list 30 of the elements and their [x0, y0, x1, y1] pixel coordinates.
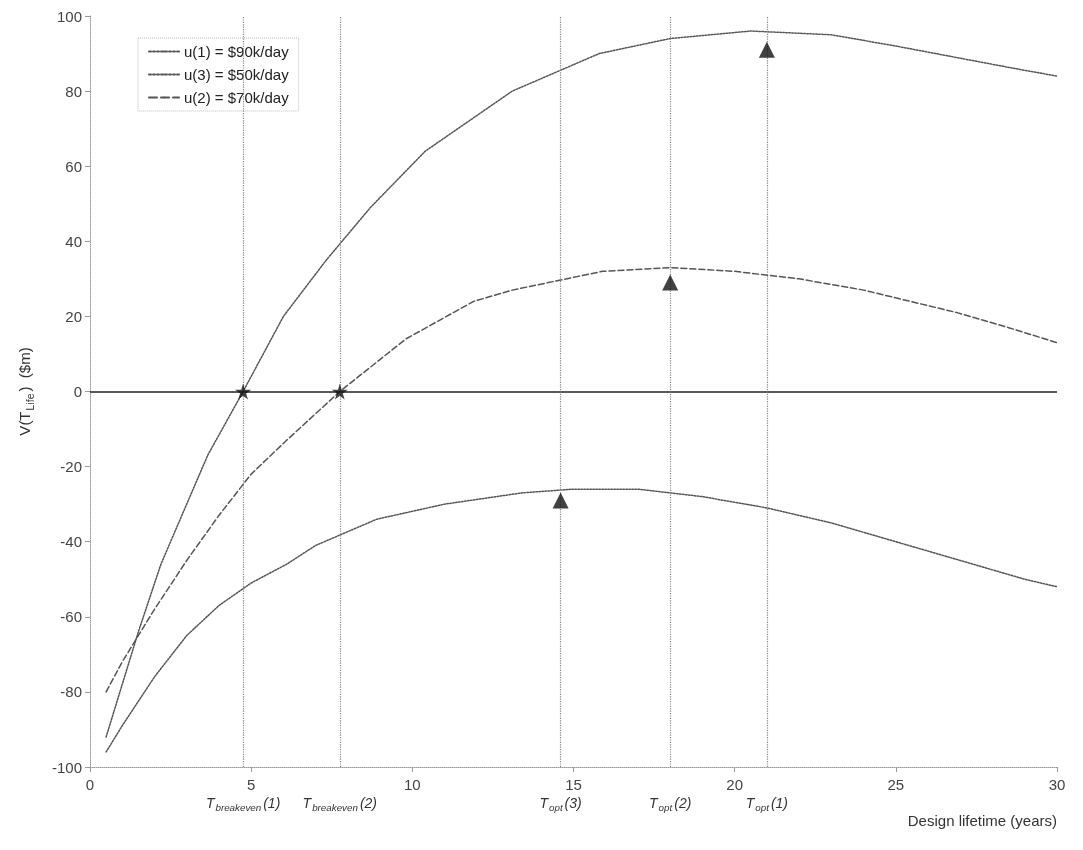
- y-tick-label: 80: [65, 82, 82, 100]
- y-tick-label: -80: [60, 683, 82, 701]
- line-series: [105, 30, 1058, 738]
- y-tick-label: 100: [56, 7, 82, 25]
- x-tick-label: 20: [726, 776, 744, 793]
- y-tick-label: 20: [65, 307, 82, 325]
- x-tick-label: 10: [403, 776, 421, 793]
- legend-label: u(3) = $50k/day: [184, 66, 290, 83]
- y-tick-label: -60: [60, 608, 82, 626]
- y-tick-label: 60: [65, 157, 82, 175]
- point: [235, 383, 252, 400]
- x-tick-label: 5: [246, 776, 256, 793]
- legend-label: u(1) = $90k/day: [184, 43, 290, 60]
- point: [331, 383, 348, 400]
- y-tick-label: 0: [73, 383, 82, 400]
- point: [552, 492, 569, 509]
- x-tick-label: 25: [887, 776, 905, 793]
- x-tick-label: 30: [1048, 776, 1066, 793]
- y-tick-label: -20: [60, 458, 82, 476]
- x-axis-title: Design lifetime (years): [907, 812, 1057, 829]
- line-series: [105, 488, 1058, 753]
- y-tick-label: -40: [60, 533, 82, 551]
- legend-label: u(2) = $70k/day: [184, 89, 290, 106]
- x-tick-label: 15: [565, 776, 582, 793]
- y-axis-title: V(TLife) ($m): [16, 347, 36, 436]
- point: [662, 274, 679, 291]
- x-tick-label: 0: [85, 776, 95, 793]
- point: [758, 41, 775, 58]
- y-tick-label: 40: [65, 232, 82, 250]
- y-tick-label: -100: [51, 758, 82, 776]
